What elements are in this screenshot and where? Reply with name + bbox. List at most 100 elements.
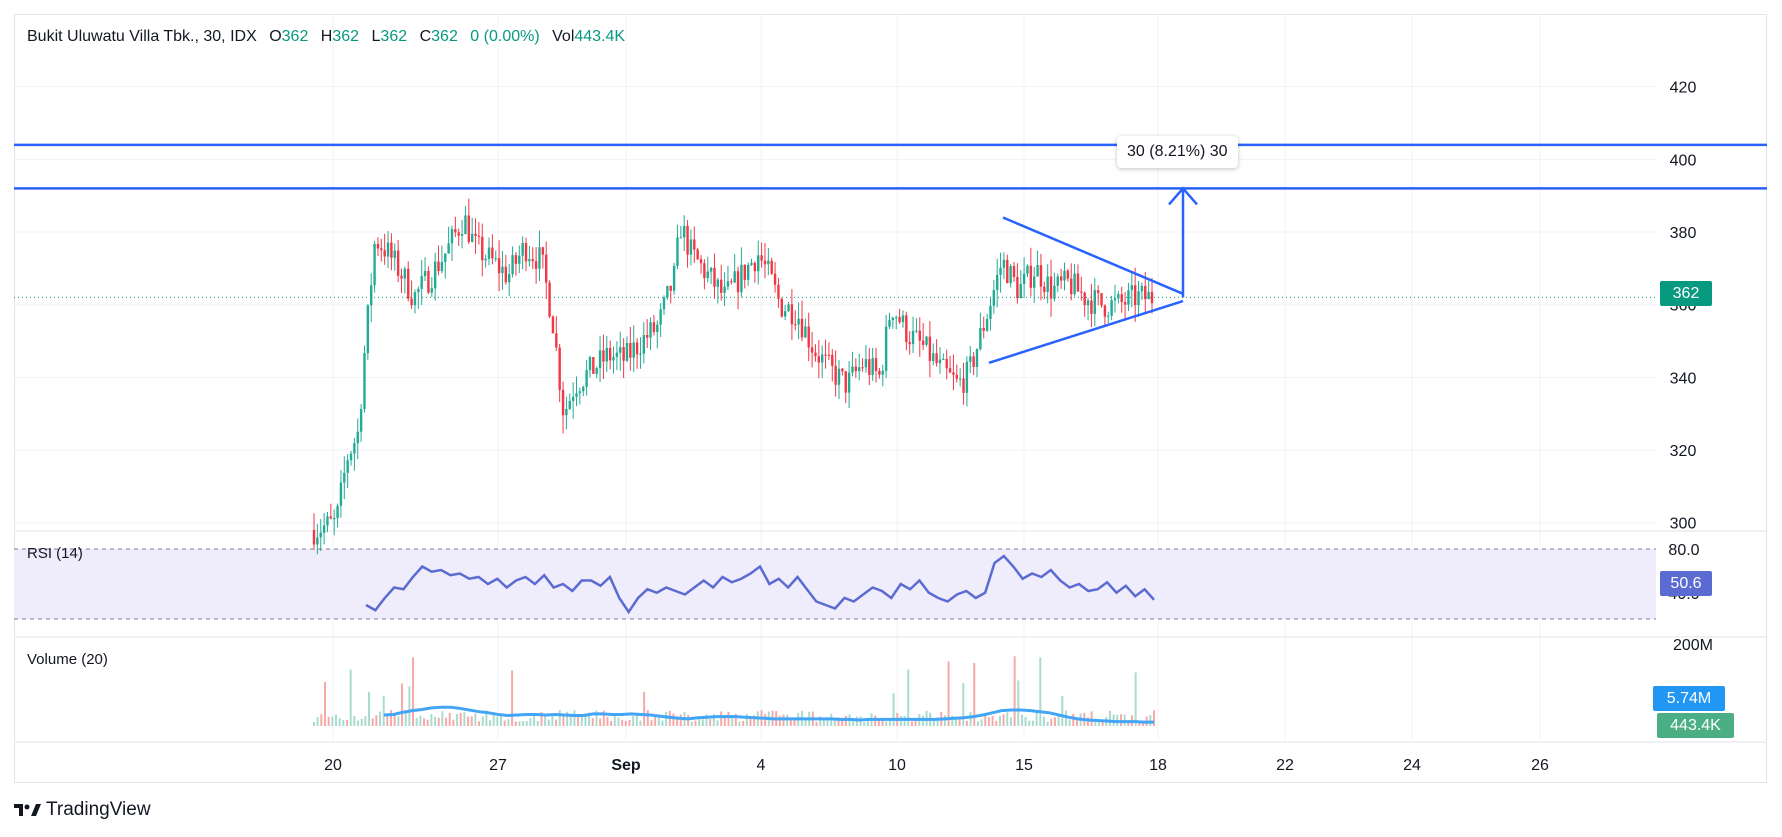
- volume-bar: [628, 719, 631, 726]
- candle-body: [1090, 300, 1093, 315]
- candle-body: [895, 317, 898, 319]
- candle-body: [985, 319, 989, 331]
- measure-label[interactable]: 30 (8.21%) 30: [1117, 136, 1238, 168]
- volume-bar: [489, 720, 492, 726]
- candle-body: [410, 298, 413, 306]
- candle-body: [837, 368, 841, 385]
- volume-bar: [525, 720, 528, 726]
- volume-bar: [338, 718, 341, 726]
- volume-ma-line: [383, 705, 1154, 724]
- candle-body: [948, 368, 952, 373]
- triangle-upper-line: [1002, 216, 1184, 295]
- candle-body: [454, 229, 457, 233]
- candle-body: [1083, 292, 1086, 306]
- volume-bar: [441, 711, 444, 726]
- volume-bar: [562, 715, 565, 726]
- volume-bar: [419, 715, 422, 726]
- volume-bar: [1031, 720, 1034, 726]
- candle-body: [1009, 266, 1012, 284]
- volume-bar: [1108, 710, 1111, 726]
- candle-body: [602, 350, 605, 362]
- volume-bar: [357, 720, 360, 726]
- rsi-pane-label[interactable]: RSI (14): [27, 545, 83, 562]
- candle-body: [363, 353, 366, 410]
- candle-body: [750, 262, 753, 265]
- candle-body: [1107, 315, 1110, 317]
- candle-body: [528, 259, 531, 262]
- candle-body: [854, 366, 858, 371]
- candle-body: [561, 389, 565, 416]
- candle-body: [672, 265, 676, 291]
- volume-bar: [650, 720, 653, 726]
- volume-bar: [547, 719, 550, 726]
- volume-bar: [1141, 721, 1144, 726]
- candle-body: [965, 361, 969, 393]
- candle-body: [582, 386, 585, 392]
- candle-body: [982, 327, 985, 331]
- volume-bar: [866, 719, 869, 726]
- candle-body: [676, 237, 679, 266]
- candle-body: [790, 304, 794, 325]
- volume-bar: [375, 715, 378, 726]
- candle-body: [548, 282, 551, 317]
- volume-bar: [1134, 672, 1137, 726]
- candle-body: [891, 317, 895, 321]
- volume-bar: [819, 716, 822, 726]
- volume-bar: [1013, 656, 1016, 726]
- high-value: 362: [332, 28, 360, 45]
- candle-body: [457, 232, 460, 236]
- volume-bar: [1127, 720, 1130, 726]
- volume-bar: [316, 717, 319, 726]
- volume-bar: [723, 715, 726, 726]
- volume-bar: [459, 712, 462, 726]
- candle-body: [1096, 290, 1100, 294]
- volume-bar: [408, 686, 411, 726]
- volume-bar: [822, 718, 825, 726]
- volume-bar: [698, 717, 701, 726]
- volume-bar: [852, 720, 855, 726]
- candle-body: [871, 358, 874, 376]
- candle-body: [999, 267, 1002, 275]
- candle-body: [507, 274, 511, 283]
- symbol-legend: Bukit Uluwatu Villa Tbk., 30, IDX O362 H…: [27, 28, 625, 46]
- candle-body: [494, 258, 497, 260]
- candle-body: [514, 255, 518, 264]
- candle-body: [329, 516, 333, 519]
- chart-frame[interactable]: [14, 14, 1767, 783]
- open-value: 362: [281, 28, 309, 45]
- candle-body: [683, 225, 686, 238]
- volume-bar: [654, 716, 657, 726]
- candle-body: [464, 215, 467, 234]
- candle-body: [1093, 290, 1096, 315]
- candle-body: [481, 236, 484, 261]
- volume-bar: [643, 691, 646, 726]
- candle-body: [706, 271, 709, 279]
- tradingview-brand[interactable]: TradingView: [14, 799, 151, 821]
- change-value: 0 (0.00%): [470, 28, 540, 45]
- candle-body: [878, 370, 881, 375]
- volume-bar: [555, 719, 558, 726]
- volume-bar: [976, 721, 979, 726]
- candle-body: [568, 400, 571, 409]
- volume-bar: [624, 720, 627, 726]
- candle-body: [474, 233, 477, 236]
- volume-bar: [712, 714, 715, 726]
- candle-body: [777, 284, 780, 299]
- volume-bar: [492, 714, 495, 726]
- volume-bar: [401, 683, 404, 726]
- volume-bar: [533, 712, 536, 726]
- candle-body: [413, 292, 417, 306]
- candle-body: [346, 460, 349, 473]
- volume-bar: [1061, 695, 1064, 726]
- volume-bars: [313, 656, 1155, 726]
- candle-body: [588, 357, 592, 371]
- candle-body: [955, 374, 959, 379]
- volume-bar: [632, 716, 635, 726]
- candle-body: [383, 250, 386, 257]
- volume-bar: [738, 721, 741, 726]
- volume-bar: [327, 716, 330, 726]
- volume-bar: [580, 715, 583, 726]
- candle-body: [430, 288, 433, 293]
- volume-pane-label[interactable]: Volume (20): [27, 651, 108, 668]
